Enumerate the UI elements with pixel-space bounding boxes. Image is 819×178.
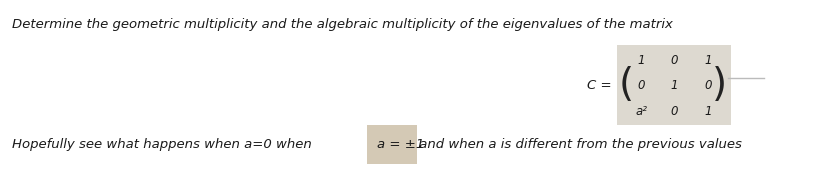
Text: 0: 0 [704, 79, 712, 92]
Text: 1: 1 [704, 105, 712, 118]
Text: 0: 0 [670, 54, 677, 67]
Bar [368, 125, 417, 164]
Text: 1: 1 [638, 54, 645, 67]
Text: ): ) [712, 66, 727, 104]
Text: Determine the geometric multiplicity and the algebraic multiplicity of the eigen: Determine the geometric multiplicity and… [12, 18, 673, 31]
Text: a²: a² [636, 105, 648, 118]
Text: 1: 1 [704, 54, 712, 67]
Text: and when a is different from the previous values: and when a is different from the previou… [415, 138, 742, 151]
Text: a = ±1: a = ±1 [377, 138, 424, 151]
Text: 0: 0 [670, 105, 677, 118]
Text: Hopefully see what happens when a=0 when: Hopefully see what happens when a=0 when [12, 138, 312, 151]
Bar [617, 45, 731, 125]
Text: 0: 0 [638, 79, 645, 92]
Text: C =: C = [587, 79, 612, 92]
Text: 1: 1 [670, 79, 677, 92]
Text: (: ( [618, 66, 634, 104]
